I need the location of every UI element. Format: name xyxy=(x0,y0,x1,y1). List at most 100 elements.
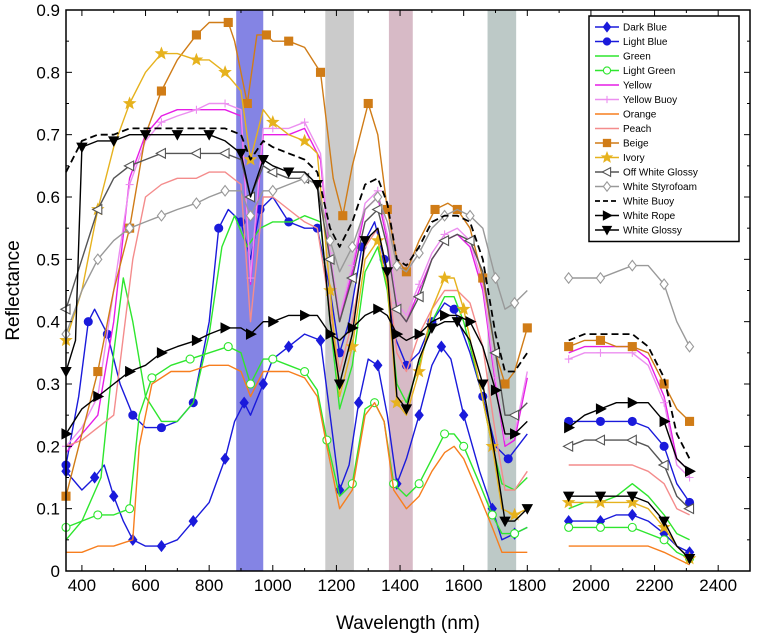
x-axis-title: Wavelength (nm) xyxy=(336,613,480,634)
data-point-dark-blue xyxy=(258,377,268,391)
legend-item-white-rope: White Rope xyxy=(595,210,676,222)
data-point-white-glossy xyxy=(282,167,295,179)
data-point-white-rope xyxy=(93,390,105,403)
data-point-off-white-glossy xyxy=(390,303,402,315)
data-point-beige xyxy=(685,416,695,426)
series-green xyxy=(65,215,690,541)
y-axis: 0 0.1 0.2 0.3 0.4 0.5 0.6 0.7 0.8 0.9 xyxy=(36,1,750,581)
legend-label: White Glossy xyxy=(623,226,682,237)
data-point-white-rope xyxy=(685,465,696,477)
data-point-off-white-glossy xyxy=(594,434,606,446)
data-point-white-styrofoam xyxy=(465,209,475,222)
data-point-ivory xyxy=(485,439,500,453)
legend-label: Peach xyxy=(623,124,651,135)
data-point-white-glossy xyxy=(333,379,346,390)
data-point-yellow-buoy xyxy=(564,355,573,364)
data-point-beige xyxy=(93,366,103,377)
series-white-glossy xyxy=(60,130,696,565)
data-point-ivory xyxy=(297,133,312,147)
legend-marker xyxy=(602,210,613,221)
data-point-light-blue xyxy=(156,423,166,433)
series-line-orange-1 xyxy=(66,364,528,553)
data-point-white-glossy xyxy=(562,491,575,503)
data-point-white-glossy xyxy=(521,504,534,515)
legend-marker xyxy=(602,37,612,46)
data-point-beige xyxy=(156,86,166,96)
x-tick-label: 1600 xyxy=(445,576,483,595)
series-line-yellow-1 xyxy=(65,109,528,454)
data-point-beige xyxy=(242,98,252,109)
data-point-dark-blue xyxy=(239,396,249,409)
series-line-dark-blue-1 xyxy=(65,333,528,547)
data-point-white-styrofoam xyxy=(627,259,637,272)
x-tick-label: 2200 xyxy=(636,576,674,595)
data-point-white-rope xyxy=(268,315,280,328)
data-point-light-blue xyxy=(595,416,606,426)
data-point-white-glossy xyxy=(451,317,464,328)
series-line-yellow-buoy-1 xyxy=(65,102,528,447)
data-point-white-styrofoam xyxy=(659,278,669,291)
legend-item-peach: Peach xyxy=(595,124,651,135)
data-point-light-blue xyxy=(449,304,459,314)
data-point-white-rope xyxy=(373,303,385,315)
data-point-off-white-glossy xyxy=(657,459,669,471)
data-point-beige xyxy=(191,30,201,40)
data-point-beige xyxy=(522,323,532,333)
series-line-peach-2 xyxy=(568,464,690,516)
data-point-white-glossy xyxy=(203,130,215,141)
data-point-white-rope xyxy=(414,328,426,340)
data-point-white-glossy xyxy=(171,130,184,141)
data-point-off-white-glossy xyxy=(218,147,230,160)
data-point-light-green xyxy=(440,429,450,439)
data-point-light-green xyxy=(595,522,606,532)
data-point-light-blue xyxy=(503,454,513,464)
data-point-light-green xyxy=(564,522,574,532)
legend-label: Orange xyxy=(623,110,657,121)
series-layer xyxy=(59,17,697,566)
data-point-white-glossy xyxy=(139,130,152,141)
series-line-yellow-buoy-2 xyxy=(568,352,691,479)
series-line-light-green-1 xyxy=(65,345,528,535)
data-point-white-styrofoam xyxy=(490,271,501,285)
data-point-white-rope xyxy=(220,322,232,334)
data-point-ivory xyxy=(371,233,385,247)
data-point-dark-blue xyxy=(220,452,230,465)
data-point-white-styrofoam xyxy=(684,340,695,353)
data-point-white-styrofoam xyxy=(245,209,256,222)
legend-item-light-blue: Light Blue xyxy=(595,37,668,48)
legend-item-white-glossy: White Glossy xyxy=(595,226,682,237)
legend-item-dark-blue: Dark Blue xyxy=(595,21,667,34)
data-point-white-styrofoam xyxy=(299,172,310,185)
data-point-white-rope xyxy=(564,421,576,434)
absorption-band-3 xyxy=(388,10,413,571)
x-tick-label: 1400 xyxy=(381,576,419,595)
legend-label: White Buoy xyxy=(623,197,674,208)
data-point-white-glossy xyxy=(683,553,696,565)
data-point-dark-blue xyxy=(458,409,469,422)
absorption-band-1 xyxy=(236,10,264,571)
data-point-ivory xyxy=(456,302,471,315)
data-point-dark-blue xyxy=(109,490,119,503)
data-point-white-glossy xyxy=(658,516,670,528)
data-point-white-styrofoam xyxy=(325,234,335,247)
data-point-light-green xyxy=(300,366,310,377)
data-point-white-styrofoam xyxy=(93,253,103,266)
legend-item-orange: Orange xyxy=(595,110,657,121)
data-point-white-glossy xyxy=(499,516,511,528)
data-point-beige xyxy=(627,342,637,352)
legend-label: Green xyxy=(623,52,651,63)
series-line-white-buoy-1 xyxy=(65,127,529,373)
data-point-off-white-glossy xyxy=(190,147,201,160)
data-point-light-green xyxy=(223,342,233,352)
data-point-light-green xyxy=(125,504,135,514)
data-point-light-blue xyxy=(83,317,93,327)
y-tick-label: 0.7 xyxy=(36,126,60,145)
data-point-white-glossy xyxy=(107,136,120,147)
data-point-white-rope xyxy=(490,384,502,396)
legend-item-ivory: Ivory xyxy=(595,150,645,164)
y-tick-label: 0.4 xyxy=(36,313,60,332)
series-line-ivory-1 xyxy=(65,52,528,516)
data-point-white-styrofoam xyxy=(220,184,230,197)
legend-item-white-buoy: White Buoy xyxy=(595,197,674,208)
x-axis: 400 600 800 1000 1200 1400 1600 1800 2000 2200 240… xyxy=(68,10,751,595)
